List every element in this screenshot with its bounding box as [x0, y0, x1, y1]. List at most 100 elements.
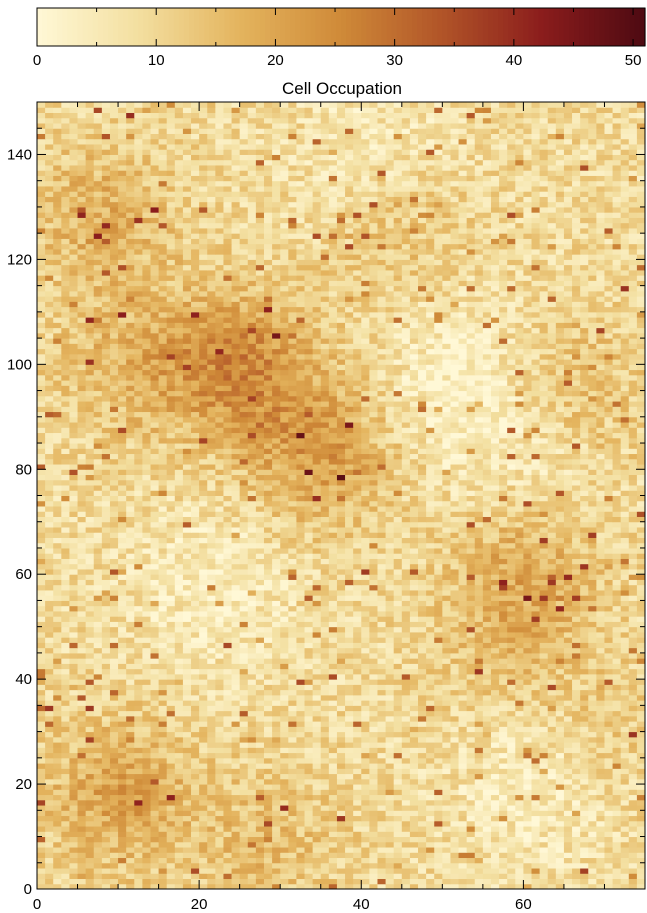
heatmap-cell [515, 826, 524, 832]
heatmap-cell [563, 789, 573, 796]
heatmap-cell [450, 616, 460, 622]
heatmap-cell [320, 847, 330, 853]
heatmap-cell [377, 847, 387, 853]
heatmap-cell [53, 857, 62, 864]
heatmap-cell [288, 831, 297, 838]
heatmap-cell [85, 778, 95, 785]
heatmap-cell [426, 836, 435, 843]
heatmap-cell [223, 652, 233, 659]
heatmap-cell [499, 731, 508, 738]
heatmap-cell [434, 841, 443, 848]
heatmap-cell [580, 836, 589, 843]
heatmap-cell [255, 547, 265, 554]
heatmap-cell [385, 873, 395, 880]
heatmap-cell [272, 673, 281, 680]
heatmap-cell [563, 826, 573, 832]
heatmap-cell [118, 668, 127, 675]
heatmap-cell [628, 799, 638, 806]
colorbar-step [361, 8, 367, 46]
heatmap-cell [636, 579, 646, 586]
heatmap-cell [385, 836, 395, 843]
heatmap-cell [596, 647, 605, 654]
heatmap-cell [628, 663, 638, 670]
heatmap-cell [328, 689, 338, 696]
heatmap-cell [636, 679, 646, 685]
heatmap-cell [312, 794, 322, 801]
heatmap-cell [109, 626, 119, 633]
colorbar-step [194, 8, 200, 46]
heatmap-cell [361, 647, 370, 654]
colorbar-step [97, 8, 104, 46]
heatmap-cell [345, 726, 354, 733]
heatmap-cell [207, 547, 216, 554]
heatmap-cell [345, 584, 354, 591]
heatmap-cell [280, 826, 289, 832]
heatmap-cell [482, 810, 492, 817]
heatmap-cell [93, 631, 103, 638]
heatmap-cell [361, 805, 370, 811]
heatmap-cell [296, 878, 306, 885]
heatmap-cell [442, 668, 451, 675]
heatmap-cell [628, 883, 638, 890]
heatmap-cell [369, 694, 378, 701]
heatmap-cell [85, 831, 95, 838]
heatmap-cell [450, 794, 460, 801]
heatmap-cell [288, 742, 297, 748]
heatmap-cell [126, 710, 135, 717]
heatmap-cell [85, 784, 95, 790]
heatmap-cell [458, 684, 468, 691]
heatmap-cell [434, 568, 443, 575]
heatmap-cell [85, 731, 95, 738]
heatmap-cell [239, 768, 249, 775]
heatmap-cell [247, 794, 257, 801]
heatmap-cell [272, 558, 281, 565]
heatmap-cell [272, 563, 281, 570]
heatmap-cell [328, 652, 338, 659]
heatmap-cell [150, 579, 160, 586]
heatmap-cell [93, 721, 103, 727]
heatmap-cell [442, 637, 451, 643]
heatmap-cell [263, 553, 273, 559]
heatmap-cell [158, 579, 168, 586]
heatmap-cell [231, 610, 241, 617]
heatmap-cell [588, 652, 597, 659]
heatmap-cell [539, 647, 549, 654]
heatmap-cell [101, 631, 111, 638]
heatmap-cell [69, 826, 79, 832]
heatmap-cell [77, 679, 87, 685]
heatmap-cell [490, 563, 500, 570]
heatmap-cell [158, 673, 168, 680]
heatmap-cell [191, 574, 200, 580]
heatmap-cell [563, 626, 573, 633]
heatmap-cell [361, 663, 370, 670]
heatmap-cell [466, 778, 476, 785]
heatmap-cell [304, 794, 314, 801]
heatmap-cell [320, 600, 330, 607]
heatmap-cell [61, 763, 70, 769]
heatmap-cell [296, 752, 306, 759]
heatmap-cell [142, 568, 151, 575]
heatmap-cell [353, 826, 362, 832]
colorbar-step [239, 8, 246, 46]
heatmap-cell [377, 600, 387, 607]
heatmap-cell [482, 736, 492, 743]
heatmap-cell [547, 826, 557, 832]
heatmap-cell [572, 626, 581, 633]
heatmap-cell [231, 689, 241, 696]
heatmap-cell [312, 852, 322, 859]
heatmap-cell [531, 773, 541, 780]
heatmap-cell [531, 820, 541, 827]
heatmap-cell [263, 710, 273, 717]
heatmap-cell [409, 605, 419, 612]
heatmap-cell [61, 715, 70, 722]
heatmap-cell [77, 805, 87, 811]
heatmap-cell [466, 883, 476, 890]
heatmap-cell [385, 563, 395, 570]
heatmap-cell [280, 610, 289, 617]
heatmap-cell [182, 610, 192, 617]
colorbar-step [624, 8, 631, 46]
heatmap-cell [580, 684, 589, 691]
heatmap-cell [320, 883, 330, 890]
heatmap-cell [304, 883, 314, 890]
heatmap-cell [150, 705, 160, 712]
